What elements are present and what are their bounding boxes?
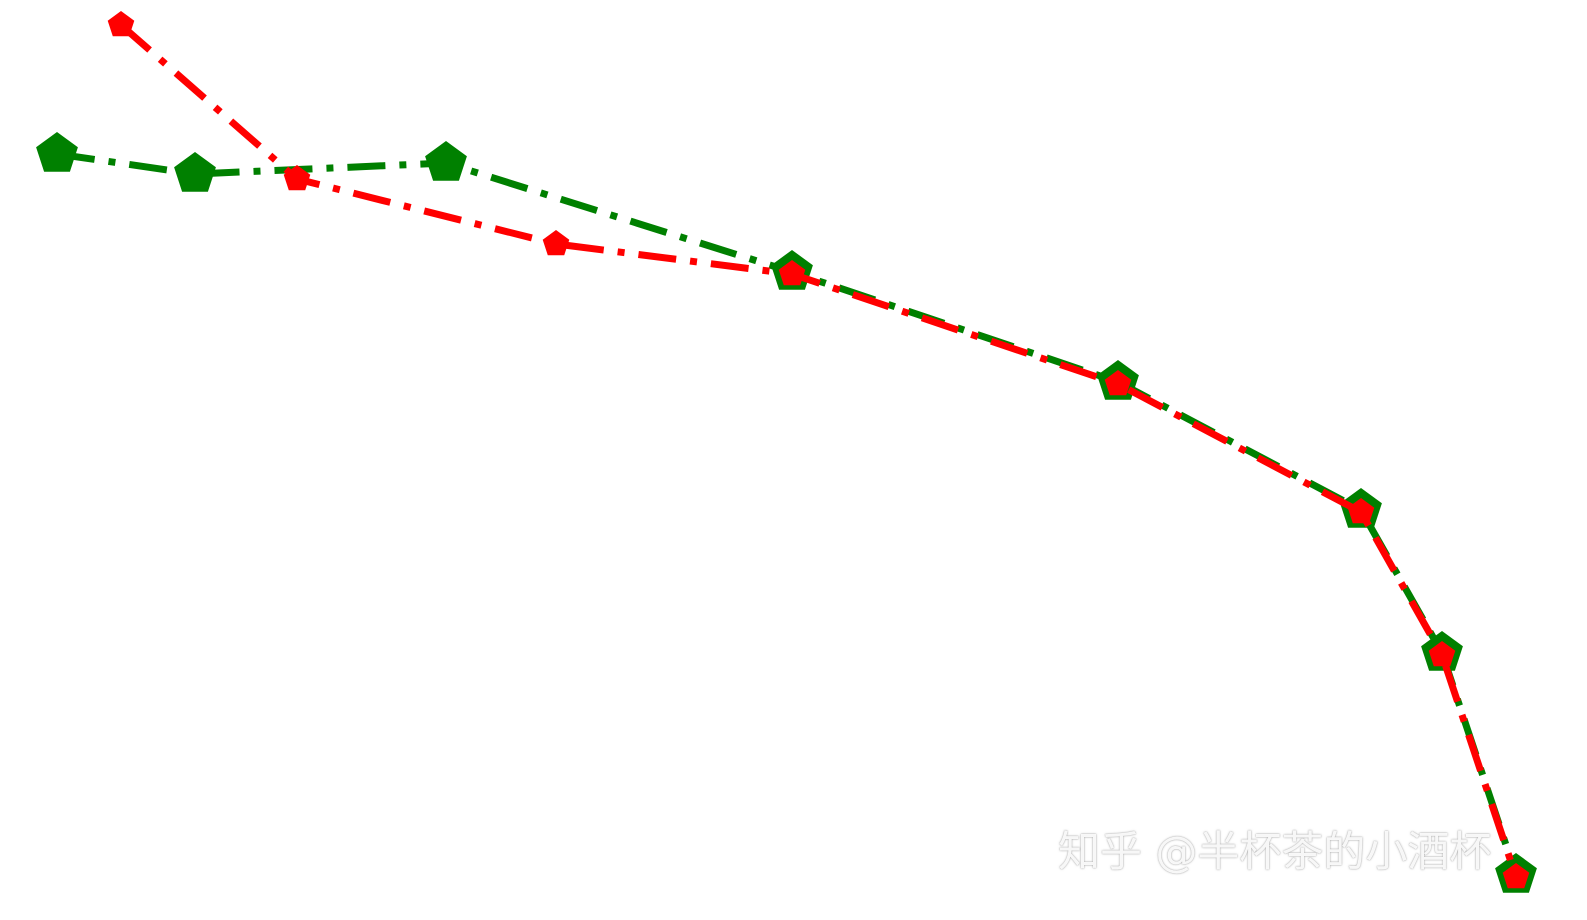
series-1 — [36, 132, 1537, 893]
series-2-point-2 — [283, 165, 311, 191]
series-2-point-6 — [1347, 498, 1375, 524]
series-2-point-1 — [107, 11, 135, 37]
series-2-point-7 — [1428, 641, 1456, 667]
series-1-point-2 — [174, 152, 216, 192]
series-2-point-8 — [1502, 863, 1530, 889]
series-1-point-3 — [425, 141, 467, 181]
series-2 — [107, 11, 1530, 889]
series-2-point-4 — [778, 260, 806, 286]
series-1-point-1 — [36, 132, 78, 172]
series-2-line — [118, 22, 1520, 879]
series-1-line — [56, 150, 1520, 877]
series-2-point-5 — [1104, 370, 1132, 396]
watermark-text: 知乎 @半杯茶的小酒杯 — [1058, 827, 1492, 876]
series-2-point-3 — [542, 230, 570, 256]
